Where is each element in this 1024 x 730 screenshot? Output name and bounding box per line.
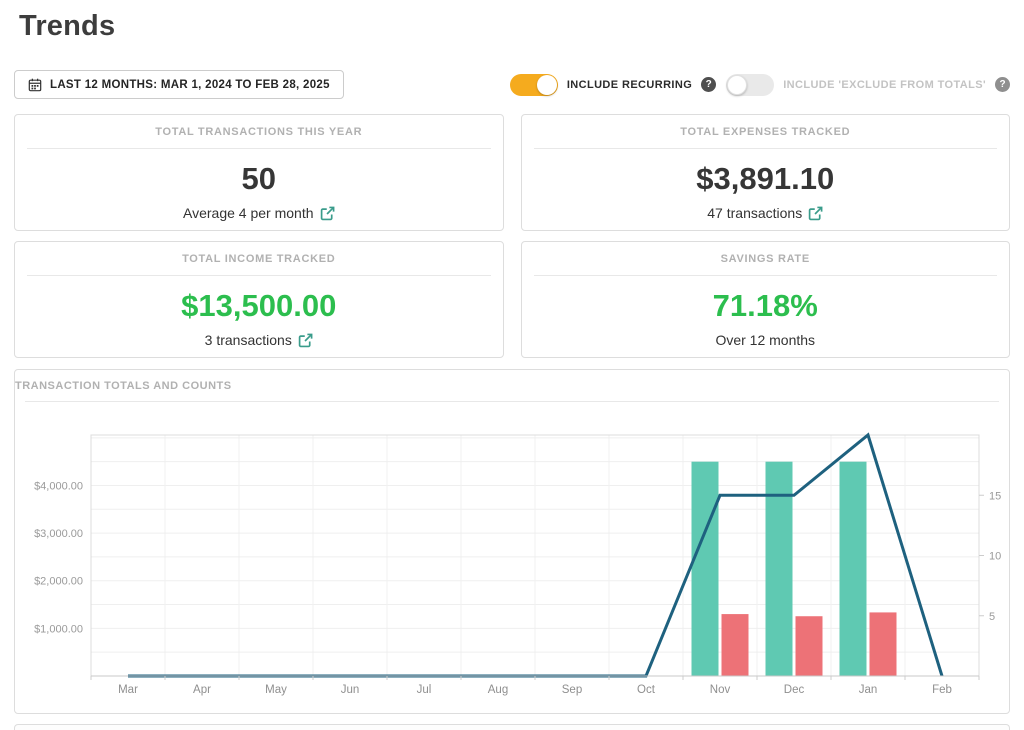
next-card-top-edge (14, 724, 1010, 730)
include-exclude-from-totals-label: INCLUDE 'EXCLUDE FROM TOTALS' (783, 79, 986, 91)
svg-text:Apr: Apr (193, 684, 211, 696)
svg-text:Jan: Jan (859, 684, 878, 696)
savings-rate-card: SAVINGS RATE 71.18% Over 12 months (521, 241, 1011, 358)
svg-text:10: 10 (989, 551, 1001, 563)
calendar-icon (28, 78, 42, 92)
card-title: TOTAL TRANSACTIONS THIS YEAR (15, 115, 503, 148)
include-recurring-group: INCLUDE RECURRING ? (510, 74, 716, 96)
card-subtext-link[interactable]: Average 4 per month (183, 205, 314, 221)
divider (27, 275, 491, 276)
page-title: Trends (19, 10, 1010, 43)
trends-page: Trends LAST 12 MONTHS: MAR 1, 2024 TO FE… (0, 0, 1024, 730)
toggle-knob (537, 75, 557, 95)
svg-text:$4,000.00: $4,000.00 (34, 480, 83, 492)
external-link-icon[interactable] (808, 206, 823, 221)
divider (27, 148, 491, 149)
svg-text:15: 15 (989, 490, 1001, 502)
card-subtext-link[interactable]: 47 transactions (707, 205, 802, 221)
svg-text:Aug: Aug (488, 684, 508, 696)
stat-cards-grid: TOTAL TRANSACTIONS THIS YEAR 50 Average … (14, 114, 1010, 358)
svg-text:$2,000.00: $2,000.00 (34, 576, 83, 588)
total-transactions-value: 50 (15, 161, 503, 197)
total-income-card: TOTAL INCOME TRACKED $13,500.00 3 transa… (14, 241, 504, 358)
svg-text:May: May (265, 684, 287, 696)
divider (534, 275, 998, 276)
transaction-totals-chart[interactable]: $1,000.00 $2,000.00 $3,000.00 $4,000.00 5 10 1… (15, 403, 1009, 709)
toggle-controls: INCLUDE RECURRING ? INCLUDE 'EXCLUDE FRO… (510, 74, 1010, 96)
svg-text:Jul: Jul (417, 684, 432, 696)
include-recurring-label: INCLUDE RECURRING (567, 79, 692, 91)
date-range-label: LAST 12 MONTHS: MAR 1, 2024 TO FEB 28, 2… (50, 79, 330, 91)
help-icon[interactable]: ? (701, 77, 716, 92)
svg-text:Feb: Feb (932, 684, 952, 696)
include-exclude-from-totals-group: INCLUDE 'EXCLUDE FROM TOTALS' ? (726, 74, 1010, 96)
svg-text:Oct: Oct (637, 684, 656, 696)
svg-text:Jun: Jun (341, 684, 360, 696)
svg-text:Nov: Nov (710, 684, 731, 696)
card-title: TOTAL INCOME TRACKED (15, 242, 503, 275)
include-recurring-toggle[interactable] (510, 74, 558, 96)
svg-text:Dec: Dec (784, 684, 805, 696)
help-icon[interactable]: ? (995, 77, 1010, 92)
svg-text:Mar: Mar (118, 684, 138, 696)
transaction-chart-card: TRANSACTION TOTALS AND COUNTS $1,000.00$… (14, 369, 1010, 714)
toggle-knob (727, 75, 747, 95)
svg-text:5: 5 (989, 611, 995, 623)
card-subtext-link[interactable]: 3 transactions (205, 332, 292, 348)
controls-row: LAST 12 MONTHS: MAR 1, 2024 TO FEB 28, 2… (14, 70, 1010, 99)
total-income-value: $13,500.00 (15, 288, 503, 324)
chart-title: TRANSACTION TOTALS AND COUNTS (15, 370, 1009, 401)
external-link-icon[interactable] (320, 206, 335, 221)
total-expenses-card: TOTAL EXPENSES TRACKED $3,891.10 47 tran… (521, 114, 1011, 231)
savings-rate-value: 71.18% (522, 288, 1010, 324)
divider (534, 148, 998, 149)
card-title: TOTAL EXPENSES TRACKED (522, 115, 1010, 148)
include-exclude-from-totals-toggle[interactable] (726, 74, 774, 96)
card-subtext: Over 12 months (715, 332, 815, 348)
external-link-icon[interactable] (298, 333, 313, 348)
total-transactions-card: TOTAL TRANSACTIONS THIS YEAR 50 Average … (14, 114, 504, 231)
card-title: SAVINGS RATE (522, 242, 1010, 275)
divider (25, 401, 999, 402)
svg-text:Sep: Sep (562, 684, 582, 696)
svg-text:$1,000.00: $1,000.00 (34, 623, 83, 635)
date-range-button[interactable]: LAST 12 MONTHS: MAR 1, 2024 TO FEB 28, 2… (14, 70, 344, 99)
svg-text:$3,000.00: $3,000.00 (34, 528, 83, 540)
total-expenses-value: $3,891.10 (522, 161, 1010, 197)
